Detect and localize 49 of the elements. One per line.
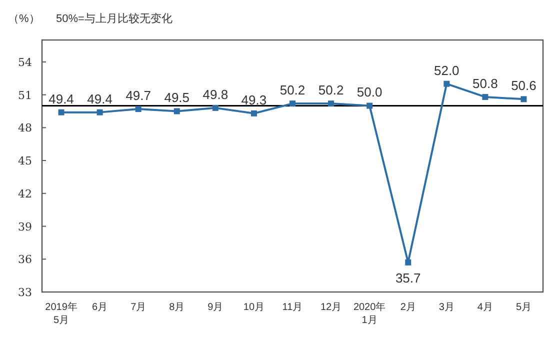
y-tick-label: 42 bbox=[18, 187, 32, 200]
x-tick-label: 5月 bbox=[516, 302, 532, 313]
x-tick-label: 10月 bbox=[243, 302, 265, 313]
data-label: 52.0 bbox=[434, 62, 460, 78]
data-label: 49.8 bbox=[202, 86, 228, 102]
point bbox=[366, 102, 373, 109]
y-tick-label: 51 bbox=[18, 88, 32, 102]
y-axis-title: （%） bbox=[8, 13, 40, 25]
point bbox=[250, 110, 257, 116]
data-label: 35.7 bbox=[395, 270, 421, 286]
point bbox=[405, 259, 412, 266]
point bbox=[482, 94, 488, 100]
data-label: 49.3 bbox=[241, 92, 267, 108]
x-tick-label: 6月 bbox=[92, 302, 108, 313]
x-tick-label: 4月 bbox=[477, 302, 493, 313]
point bbox=[174, 108, 180, 114]
y-tick-label: 33 bbox=[18, 286, 32, 299]
x-tick-label: 2月 bbox=[400, 302, 416, 313]
x-tick-label: 7月 bbox=[130, 302, 146, 313]
x-tick-label: 12月 bbox=[320, 302, 342, 313]
data-label: 50.0 bbox=[356, 84, 382, 100]
y-tick-label: 39 bbox=[18, 220, 32, 234]
point bbox=[212, 104, 218, 111]
point bbox=[290, 100, 296, 107]
x-tick-label: 9月 bbox=[208, 302, 224, 313]
x-tick-label: 2020年 1月 bbox=[353, 301, 386, 326]
data-label: 49.4 bbox=[48, 91, 74, 106]
data-label: 50.2 bbox=[318, 82, 344, 98]
data-label: 50.8 bbox=[472, 76, 498, 91]
y-tick-label: 45 bbox=[18, 154, 32, 168]
x-tick-label: 11月 bbox=[282, 302, 303, 313]
data-label: 49.4 bbox=[87, 91, 112, 106]
y-tick-label: 48 bbox=[18, 122, 32, 135]
x-tick-label: 2019年 5月 bbox=[45, 301, 78, 326]
y-tick-label: 36 bbox=[18, 253, 32, 266]
x-tick-label: 3月 bbox=[438, 302, 454, 313]
point bbox=[444, 80, 450, 87]
data-label: 50.2 bbox=[280, 82, 306, 98]
point bbox=[520, 96, 527, 102]
data-label: 50.6 bbox=[511, 78, 536, 94]
point bbox=[58, 109, 64, 116]
data-label: 49.5 bbox=[164, 90, 190, 106]
point bbox=[135, 106, 142, 112]
y-tick-label: 54 bbox=[18, 56, 32, 69]
x-tick-label: 8月 bbox=[169, 302, 185, 313]
chart-title: 50%=与上月比较无变化 bbox=[56, 12, 172, 25]
point bbox=[328, 100, 334, 107]
data-label: 49.7 bbox=[126, 88, 151, 104]
point bbox=[96, 109, 103, 116]
